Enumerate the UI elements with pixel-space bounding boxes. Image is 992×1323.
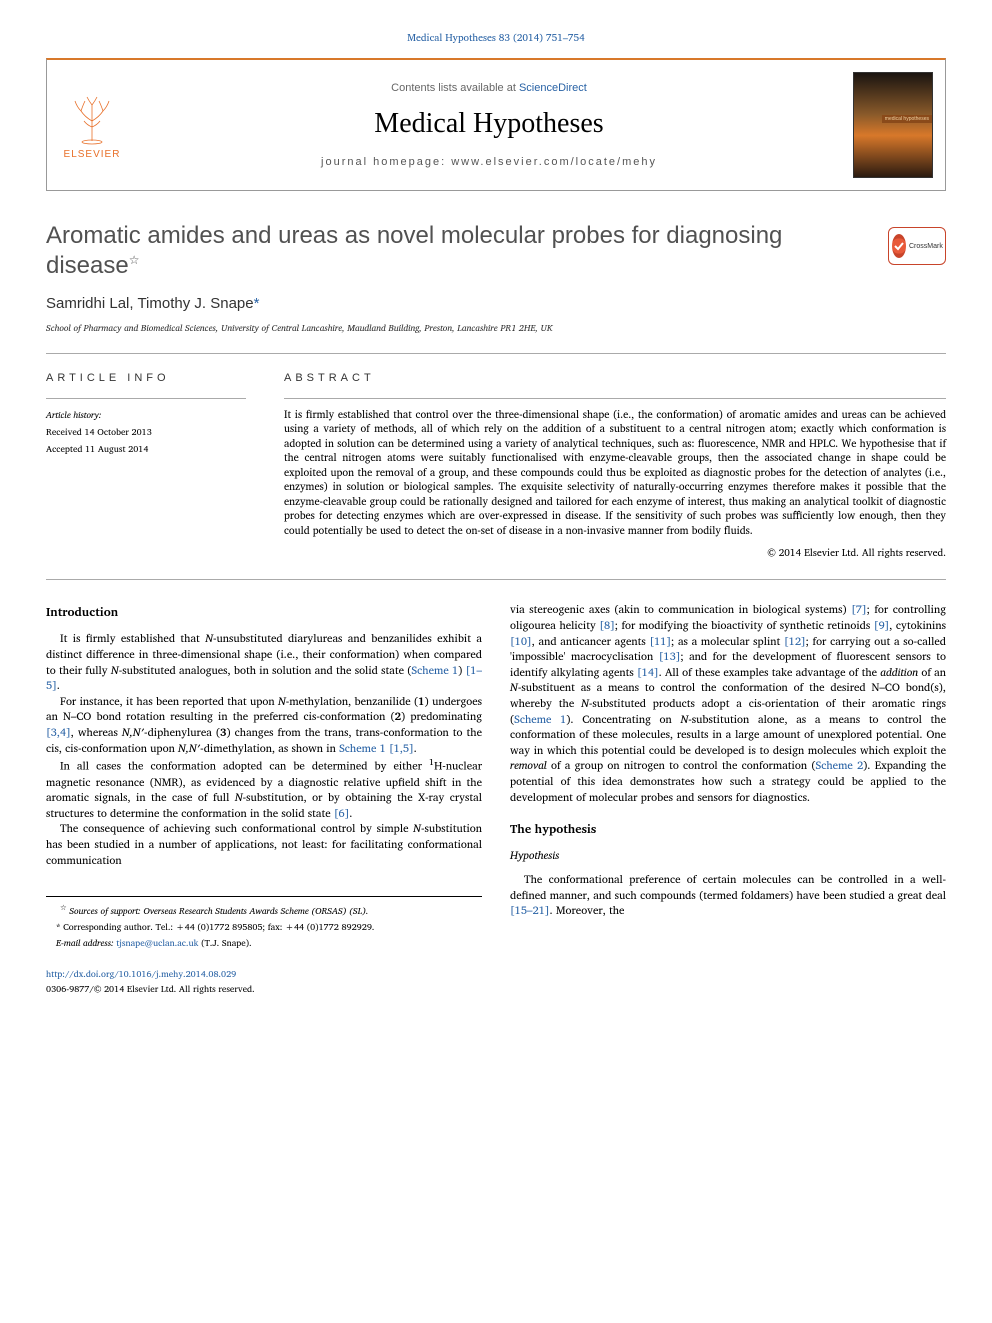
intro-p1: It is firmly established that N-unsubsti… <box>46 631 482 693</box>
doi-link[interactable]: http://dx.doi.org/10.1016/j.mehy.2014.08… <box>46 966 236 981</box>
abstract-column: ABSTRACT It is firmly established that c… <box>284 372 946 561</box>
footnote-corresponding: * Corresponding author. Tel.: +44 (0)177… <box>46 921 482 934</box>
abstract-heading: ABSTRACT <box>284 372 946 384</box>
body-columns: Introduction It is firmly established th… <box>46 602 946 952</box>
article-info-heading: ARTICLE INFO <box>46 372 246 384</box>
journal-name: Medical Hypotheses <box>137 108 841 140</box>
journal-homepage[interactable]: journal homepage: www.elsevier.com/locat… <box>137 156 841 168</box>
intro-p3: In all cases the conformation adopted ca… <box>46 756 482 821</box>
ref-15-21[interactable]: [15–21] <box>510 901 550 919</box>
elsevier-tree-icon <box>65 91 119 145</box>
header-center: Contents lists available at ScienceDirec… <box>137 82 841 168</box>
title-footnote-marker: ☆ <box>129 253 140 267</box>
hypothesis-subheading: Hypothesis <box>510 848 946 864</box>
author-1: Samridhi Lal <box>46 295 129 312</box>
affiliation: School of Pharmacy and Biomedical Scienc… <box>46 320 946 335</box>
received-date: Received 14 October 2013 <box>46 424 246 439</box>
abstract-copyright: © 2014 Elsevier Ltd. All rights reserved… <box>284 545 946 561</box>
email-link[interactable]: tjsnape@uclan.ac.uk <box>114 935 199 950</box>
article-title: Aromatic amides and ureas as novel molec… <box>46 221 868 281</box>
right-column: via stereogenic axes (akin to communicat… <box>510 602 946 952</box>
left-column: Introduction It is firmly established th… <box>46 602 482 952</box>
elsevier-label: ELSEVIER <box>59 149 125 160</box>
title-row: Aromatic amides and ureas as novel molec… <box>46 221 946 281</box>
intro-p5: via stereogenic axes (akin to communicat… <box>510 602 946 805</box>
journal-cover-thumbnail[interactable]: medical hypotheses <box>853 72 933 178</box>
article-info-column: ARTICLE INFO Article history: Received 1… <box>46 372 246 561</box>
footnote-support: ☆ Sources of support: Overseas Research … <box>46 903 482 918</box>
authors: Samridhi Lal, Timothy J. Snape* <box>46 295 946 312</box>
intro-p4: The consequence of achieving such confor… <box>46 821 482 868</box>
intro-p2: For instance, it has been reported that … <box>46 694 482 756</box>
title-text: Aromatic amides and ureas as novel molec… <box>46 222 782 279</box>
author-2: Timothy J. Snape <box>137 295 253 312</box>
journal-header-box: ELSEVIER Contents lists available at Sci… <box>46 58 946 191</box>
scheme-1-link[interactable]: Scheme 1 <box>411 661 458 679</box>
scheme1-ref15[interactable]: Scheme 1 [1,5] <box>339 739 414 757</box>
footnotes: ☆ Sources of support: Overseas Research … <box>46 896 482 949</box>
crossmark-icon <box>892 234 906 258</box>
contents-prefix: Contents lists available at <box>391 82 519 94</box>
crossmark-label: CrossMark <box>909 243 943 250</box>
hypothesis-heading: The hypothesis <box>510 821 946 838</box>
footer: http://dx.doi.org/10.1016/j.mehy.2014.08… <box>46 966 946 996</box>
accepted-date: Accepted 11 August 2014 <box>46 441 246 456</box>
footnote-email: E-mail address: tjsnape@uclan.ac.uk (T.J… <box>46 937 482 950</box>
abstract-text: It is firmly established that control ov… <box>284 407 946 537</box>
introduction-heading: Introduction <box>46 604 482 621</box>
cover-label: medical hypotheses <box>882 115 932 123</box>
issn-copyright: 0306-9877/© 2014 Elsevier Ltd. All right… <box>46 981 255 996</box>
journal-citation-header[interactable]: Medical Hypotheses 83 (2014) 751–754 <box>46 30 946 46</box>
history-label: Article history: <box>46 407 246 422</box>
crossmark-badge[interactable]: CrossMark <box>888 227 946 265</box>
corresponding-marker: * <box>254 295 260 312</box>
hyp-p1: The conformational preference of certain… <box>510 872 946 919</box>
info-abstract-row: ARTICLE INFO Article history: Received 1… <box>46 354 946 579</box>
contents-line: Contents lists available at ScienceDirec… <box>137 82 841 94</box>
sciencedirect-link[interactable]: ScienceDirect <box>519 82 587 94</box>
elsevier-logo[interactable]: ELSEVIER <box>47 91 137 160</box>
divider-bottom <box>46 579 946 580</box>
